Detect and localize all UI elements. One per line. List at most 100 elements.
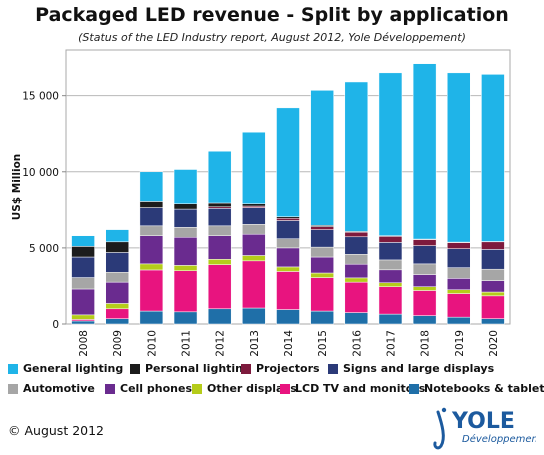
y-tick-label: 15 000 <box>22 91 59 103</box>
legend-swatch <box>280 383 290 394</box>
legend-label: Other displays <box>207 382 297 395</box>
bar-segment <box>447 267 471 279</box>
bar-segment <box>481 74 505 242</box>
legend-item: Signs and large displays <box>328 362 494 375</box>
bar-segment <box>105 308 129 319</box>
bar-segment <box>447 72 471 243</box>
bar-segment <box>481 268 505 281</box>
bar-segment <box>310 277 334 312</box>
legend-item: Automotive <box>8 382 95 395</box>
bar-segment <box>378 269 403 283</box>
bar-segment <box>310 272 334 278</box>
bar-segment <box>412 239 437 246</box>
bar-segment <box>344 312 369 325</box>
bar-segment <box>447 278 471 291</box>
bar-segment <box>412 245 437 265</box>
bar-segment <box>412 63 437 240</box>
bar-segment <box>412 290 437 316</box>
bar-segment <box>139 269 164 312</box>
bar-segment <box>378 313 403 325</box>
bar-segment <box>173 265 198 271</box>
bar-segment <box>276 309 300 325</box>
bar-segment <box>481 249 505 270</box>
bar-segment <box>105 271 129 283</box>
bar-segment <box>344 236 369 255</box>
bar-segment <box>310 226 334 230</box>
bar-segment <box>71 256 95 278</box>
bar-segment <box>105 281 129 304</box>
bar-segment <box>242 207 266 225</box>
bar-segment <box>378 72 403 236</box>
bar-segment <box>310 256 334 274</box>
x-tick-label: 2010 <box>146 330 158 357</box>
x-tick-label: 2012 <box>215 330 227 357</box>
bar-segment <box>447 248 471 268</box>
x-tick-label: 2017 <box>385 330 397 357</box>
bar-segment <box>447 316 471 325</box>
bar-segment <box>242 203 266 207</box>
legend-swatch <box>328 363 338 374</box>
bar-segment <box>173 208 198 228</box>
chart-subtitle: (Status of the LED Industry report, Augu… <box>78 31 466 44</box>
bar-segment <box>412 315 437 325</box>
bar-segment <box>344 81 369 232</box>
bar-segment <box>447 293 471 318</box>
legend-swatch <box>241 363 251 374</box>
bar-segment <box>207 264 232 310</box>
bar-segment <box>276 266 300 272</box>
bar-segment <box>105 229 129 243</box>
legend-swatch <box>409 383 419 394</box>
bar-segment <box>344 277 369 283</box>
legend-label: Notebooks & tablets <box>424 382 544 395</box>
bar-segment <box>344 281 369 313</box>
bar-segment <box>310 310 334 325</box>
legend-label: Automotive <box>23 382 95 395</box>
legend-item: Cell phones <box>105 382 192 395</box>
bar-segment <box>378 236 403 243</box>
bar-segment <box>481 318 505 325</box>
bar-segment <box>139 171 164 202</box>
y-tick-label: 0 <box>52 319 59 331</box>
legend-swatch <box>130 363 140 374</box>
yole-logo: YOLE Développement <box>433 407 536 450</box>
x-tick-label: 2011 <box>181 330 193 357</box>
bar-segment <box>412 274 437 287</box>
bar-segment <box>276 217 300 221</box>
logo-subtext: Développement <box>462 433 536 445</box>
x-tick-label: 2018 <box>420 330 432 357</box>
bar-segment <box>71 320 95 325</box>
bar-segment <box>139 235 164 265</box>
bar-segment <box>242 224 266 235</box>
legend-label: Personal lighting <box>145 362 251 375</box>
bar-segment <box>276 238 300 249</box>
bar-segment <box>207 202 232 208</box>
bar-segment <box>139 225 164 236</box>
bar-segment <box>173 227 198 238</box>
stacked-bar-chart: 0 5 000 10 000 15 000 US$ Million 2008 2009 201… <box>11 49 511 357</box>
legend-item: LCD TV and monitors <box>280 382 425 395</box>
bar-segment <box>71 246 95 258</box>
bar-segment <box>310 246 334 258</box>
bar-segment <box>105 241 129 253</box>
bar-segment <box>378 282 403 287</box>
bar-segment <box>173 311 198 325</box>
bar-segment <box>378 259 403 271</box>
bar-segment <box>242 131 266 204</box>
bar-segment <box>105 318 129 325</box>
legend-swatch <box>192 383 202 394</box>
legend-label: Cell phones <box>120 382 193 395</box>
bar-segment <box>207 235 232 260</box>
bar-segment <box>310 229 334 248</box>
copyright-text: © August 2012 <box>8 423 105 438</box>
bar-segment <box>276 107 300 217</box>
bar-segment <box>207 259 232 265</box>
bar-segment <box>173 169 198 204</box>
y-tick-label: 5 000 <box>29 243 59 255</box>
bar-segment <box>310 90 334 226</box>
x-tick-label: 2013 <box>249 330 261 357</box>
bar-segment <box>105 252 129 273</box>
legend-label: LCD TV and monitors <box>295 382 426 395</box>
bar-segment <box>344 263 369 279</box>
bar-segment <box>447 242 471 249</box>
bar-segment <box>71 235 95 247</box>
